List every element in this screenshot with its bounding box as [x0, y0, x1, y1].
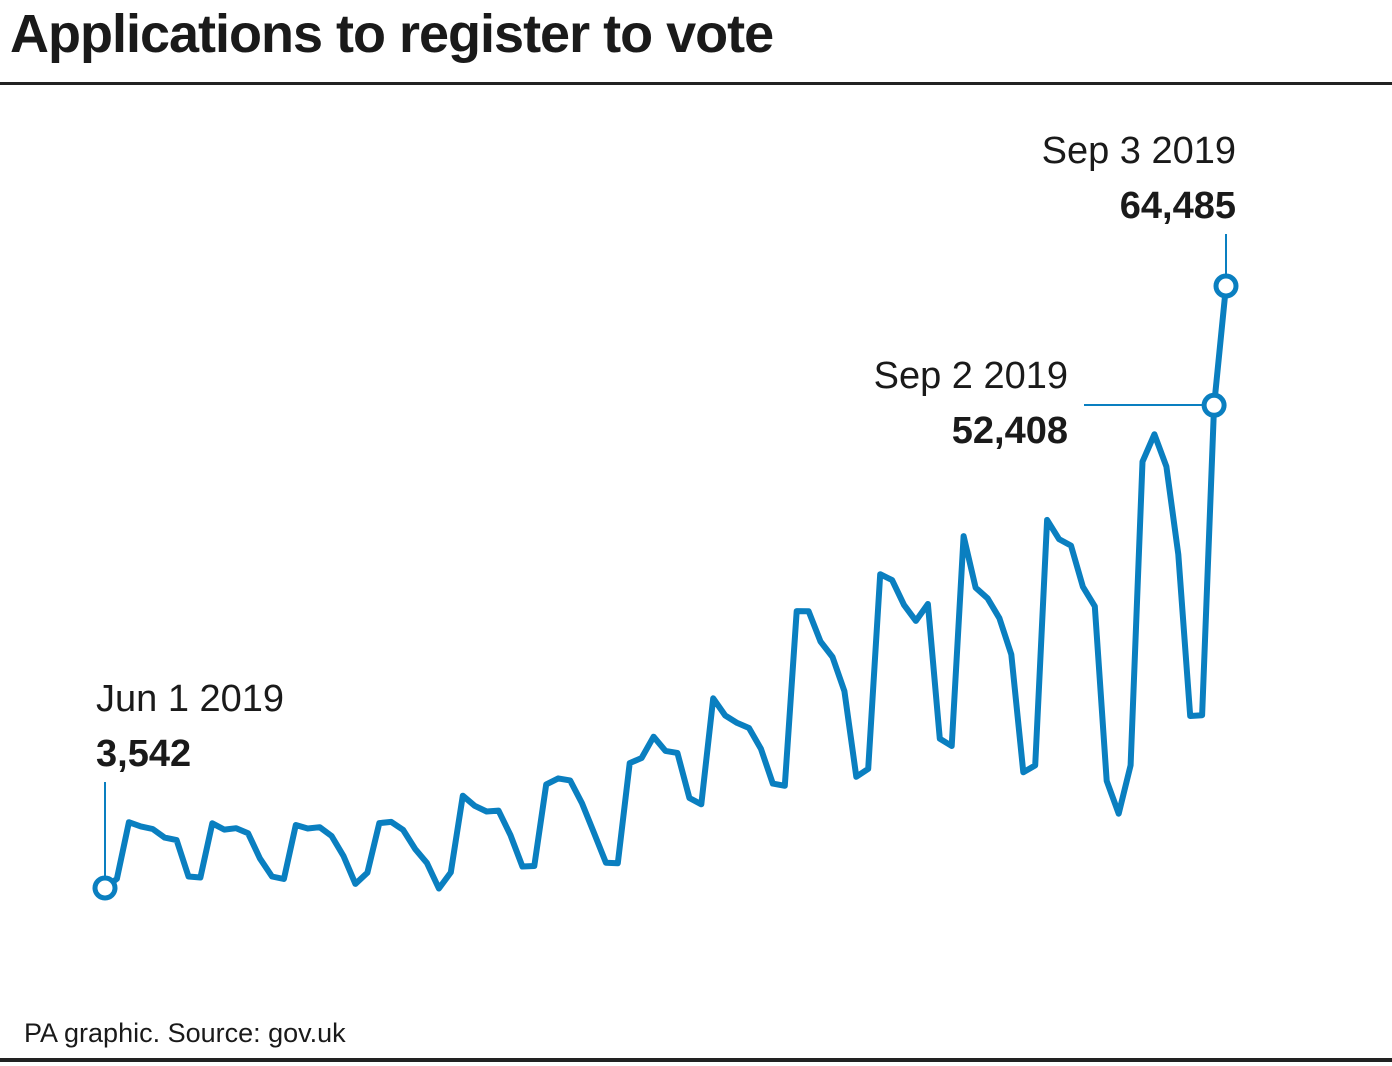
applications-series-line [102, 283, 1229, 892]
annotation-start-date: Jun 1 2019 [96, 678, 284, 720]
annotation-sep3-value: 64,485 [1120, 185, 1236, 227]
annotation-sep2: Sep 2 2019 52,408 [874, 355, 1203, 452]
marker-jun1 [92, 875, 118, 901]
annotation-start-value: 3,542 [96, 733, 191, 775]
annotation-sep2-value: 52,408 [952, 410, 1068, 452]
bottom-divider [0, 1058, 1392, 1062]
annotation-start: Jun 1 2019 3,542 [96, 678, 284, 876]
title-divider [0, 82, 1392, 85]
marker-sep3 [1213, 273, 1239, 299]
annotation-sep3: Sep 3 2019 64,485 [1042, 130, 1236, 274]
annotation-sep2-date: Sep 2 2019 [874, 355, 1068, 397]
marker-sep2 [1201, 392, 1227, 418]
chart-title: Applications to register to vote [10, 4, 774, 64]
source-credit: PA graphic. Source: gov.uk [24, 1018, 346, 1048]
annotation-sep3-date: Sep 3 2019 [1042, 130, 1236, 172]
